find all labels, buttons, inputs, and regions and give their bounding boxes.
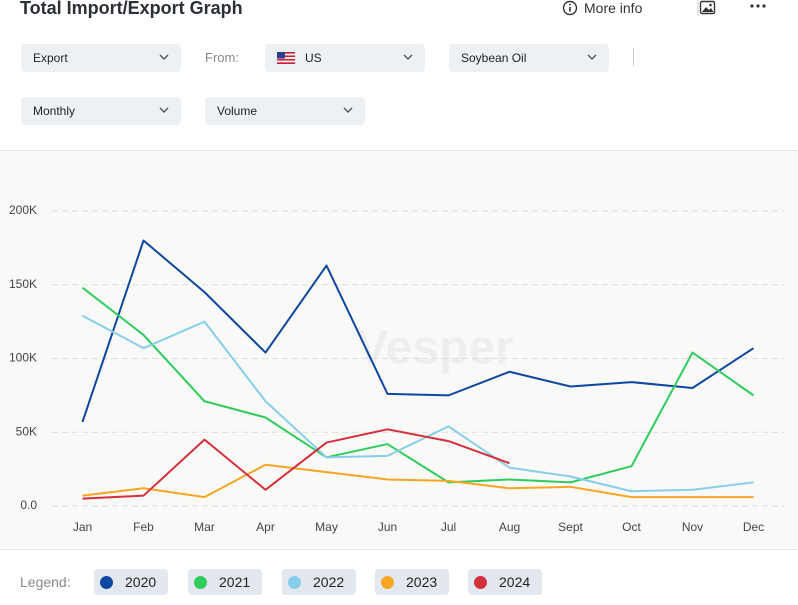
x-tick-label: Dec (743, 520, 764, 534)
legend-swatch (288, 575, 301, 589)
x-tick-label: Sept (558, 520, 583, 534)
dropdown-value: US (305, 51, 322, 65)
legend-text: 2020 (125, 574, 157, 590)
watermark: Vesper (356, 322, 513, 375)
legend: Legend: 2020 2021 2022 2023 2024 (0, 560, 798, 604)
legend-text: 2023 (406, 574, 438, 590)
us-flag (277, 52, 295, 64)
series-line (82, 428, 510, 500)
legend-item[interactable]: 2020 (94, 569, 169, 595)
more-info[interactable]: More info (562, 0, 642, 16)
x-tick-label: Mar (194, 520, 215, 534)
chevron (159, 54, 169, 60)
measure-dropdown[interactable]: Volume (205, 97, 365, 125)
title: Total Import/Export Graph (20, 0, 243, 18)
legend-item[interactable]: 2022 (282, 569, 357, 595)
legend-text: 2024 (499, 574, 531, 590)
series-line (81, 286, 755, 484)
legend-swatch (194, 575, 207, 589)
chevron (159, 107, 169, 113)
series-line (82, 314, 754, 493)
chevron (343, 107, 353, 113)
period-dropdown[interactable]: Monthly (21, 97, 181, 125)
x-tick-label: Nov (682, 520, 703, 534)
x-tick-label: Jun (378, 520, 397, 534)
x-tick-label: Feb (133, 520, 154, 534)
legend-text: 2022 (313, 574, 345, 590)
dropdown-value: Export (33, 51, 68, 65)
x-tick-label: Aug (499, 520, 520, 534)
legend-item[interactable]: 2023 (375, 569, 450, 595)
legend-label: Legend: (20, 574, 71, 590)
direction-dropdown[interactable]: Export (21, 44, 181, 72)
separator (633, 48, 634, 66)
x-tick-label: Jan (73, 520, 92, 534)
y-tick-label: 150K (9, 277, 37, 291)
chart: Vesper 0.0 50K 100K 150K 200K Jan Feb Mar Apr May… (9, 203, 784, 534)
series-line (82, 463, 754, 499)
divider (697, 0, 699, 16)
legend-item[interactable]: 2024 (468, 569, 543, 595)
image-button[interactable] (699, 0, 717, 16)
legend-item[interactable]: 2021 (188, 569, 263, 595)
x-tick-label: Oct (622, 520, 641, 534)
country-dropdown[interactable]: US (265, 44, 425, 72)
x-tick-label: Apr (256, 520, 275, 534)
y-tick-label: 0.0 (20, 498, 37, 512)
y-tick-label: 100K (9, 351, 37, 365)
x-tick-label: May (315, 520, 338, 534)
product-dropdown[interactable]: Soybean Oil (449, 44, 609, 72)
more-info-label: More info (584, 0, 643, 16)
series-line (81, 239, 755, 423)
legend-swatch (381, 575, 394, 589)
chevron (403, 54, 413, 60)
y-tick-label: 200K (9, 203, 37, 217)
menu-button[interactable] (749, 2, 767, 10)
dropdown-value: Volume (217, 104, 258, 118)
legend-swatch (100, 575, 113, 589)
chart-area: Vesper 0.0 50K 100K 150K 200K Jan Feb Mar Apr May… (0, 150, 798, 550)
chevron (587, 54, 597, 60)
legend-swatch (474, 575, 487, 589)
legend-text: 2021 (219, 574, 251, 590)
dropdown-value: Soybean Oil (461, 51, 527, 65)
info-icon (562, 0, 578, 16)
y-tick-label: 50K (16, 424, 37, 438)
x-tick-label: Jul (441, 520, 456, 534)
dropdown-value: Monthly (33, 104, 76, 118)
from-label: From: (205, 50, 239, 65)
